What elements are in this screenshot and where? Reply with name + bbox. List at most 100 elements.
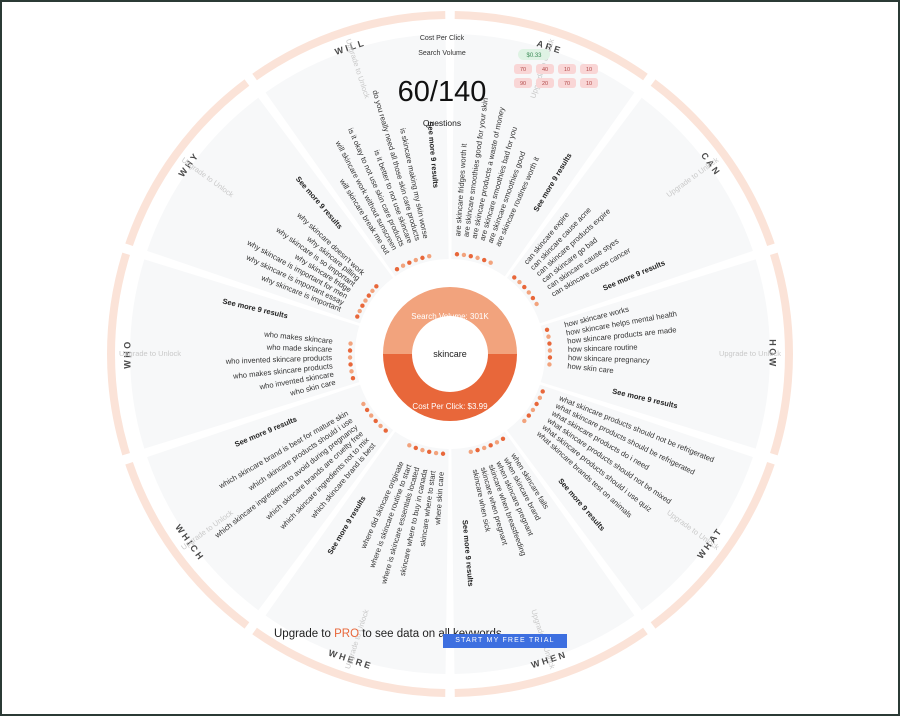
question-how-4[interactable]: how skincare pregnancy	[568, 353, 650, 365]
question-dot	[522, 284, 527, 290]
center-keyword: skincare	[433, 349, 467, 359]
segment-wedge-can	[506, 97, 753, 324]
segment-ring-who	[107, 252, 130, 456]
segment-ring-will	[252, 11, 446, 81]
question-dot	[482, 257, 487, 263]
question-dot	[366, 293, 372, 298]
cpc-chip	[518, 49, 550, 60]
question-how-3[interactable]: how skincare routine	[568, 342, 638, 353]
sv-chip-value: 10	[586, 67, 592, 73]
sv-chip	[536, 78, 554, 88]
sv-chip-value: 20	[542, 81, 548, 87]
sv-chip	[580, 64, 598, 74]
question-dot	[512, 275, 517, 280]
question-dot	[433, 450, 439, 456]
question-dot	[427, 449, 432, 455]
legend-cost-per-click: Cost Per Click	[419, 35, 465, 42]
question-dot	[363, 298, 368, 303]
question-dot	[440, 451, 446, 456]
question-dot	[357, 308, 362, 314]
center-hole	[413, 317, 487, 391]
segment-ring-why	[125, 79, 250, 247]
question-dot	[413, 257, 418, 263]
question-dot	[361, 401, 366, 407]
question-dot	[378, 423, 383, 429]
question-dot	[348, 341, 353, 346]
segment-ring-which	[125, 461, 250, 629]
segment-ring-are	[454, 11, 648, 81]
question-dot	[383, 428, 388, 433]
sv-chip-value: 40	[542, 67, 548, 73]
question-dot	[526, 290, 532, 295]
question-dot	[500, 436, 506, 442]
cpc-chip-value: $0.33	[526, 53, 542, 59]
question-dot	[534, 401, 539, 407]
question-dot	[534, 301, 539, 307]
question-dot	[468, 449, 473, 455]
sv-chip-value: 10	[564, 67, 570, 73]
upgrade-to-unlock-who[interactable]: Upgrade to Unlock	[119, 349, 181, 358]
segment-wedge-what	[506, 384, 753, 611]
question-dot	[475, 447, 480, 453]
sv-chip-value: 70	[564, 81, 570, 87]
legend-search-volume: Search Volume	[418, 50, 466, 57]
question-dot	[461, 252, 467, 258]
question-dot	[374, 284, 379, 289]
question-dot	[526, 413, 532, 418]
question-dot	[494, 440, 500, 445]
question-dot	[544, 327, 550, 333]
sv-chip-value: 10	[586, 81, 592, 87]
sv-chip	[580, 78, 598, 88]
question-count: 60/140	[397, 76, 487, 108]
search-volume-arc	[383, 287, 517, 354]
sv-chip	[514, 78, 532, 88]
segment-wedge-which	[147, 384, 394, 611]
question-dot	[468, 253, 473, 259]
question-who-3[interactable]: who invented skincare products	[225, 353, 333, 366]
pro-link[interactable]: PRO	[334, 628, 360, 640]
segment-ring-what	[650, 461, 775, 629]
question-dot	[427, 253, 432, 259]
question-dot	[347, 348, 353, 353]
segment-wedge-when	[451, 431, 635, 674]
question-dot	[488, 443, 493, 448]
sv-chip-value: 90	[520, 81, 526, 87]
question-dot	[349, 369, 354, 374]
question-dot	[413, 445, 418, 451]
cost-per-click-arc	[383, 354, 517, 421]
question-dot	[547, 362, 552, 367]
question-dot	[360, 303, 365, 308]
start-free-trial-button[interactable]: START MY FREE TRIAL	[443, 634, 567, 648]
question-dot	[347, 355, 353, 360]
question-dot	[517, 279, 522, 285]
question-dot	[407, 443, 412, 448]
question-dot	[370, 288, 375, 294]
segment-wedge-where	[265, 431, 449, 674]
question-who-4[interactable]: who made skincare	[266, 343, 333, 354]
segment-wedge-who	[129, 259, 360, 449]
question-dot	[475, 255, 480, 261]
sv-chip	[514, 64, 532, 74]
center-cost-per-click: Cost Per Click: $3.99	[412, 402, 488, 411]
segment-wedge-why	[147, 97, 394, 324]
question-dot	[530, 407, 536, 413]
question-dot	[547, 348, 553, 353]
question-dot	[454, 252, 460, 257]
question-dot	[373, 418, 378, 424]
question-dot	[546, 334, 551, 339]
question-dot	[368, 413, 374, 418]
question-where-0[interactable]: where skin care	[433, 471, 446, 526]
segment-ring-when	[454, 627, 648, 697]
segment-ring-can	[650, 79, 775, 247]
segment-ring-how	[770, 252, 793, 456]
question-dot	[364, 407, 370, 413]
segment-label-who: WHO	[122, 339, 132, 369]
question-dot	[350, 375, 356, 381]
segment-wedge-will	[265, 34, 449, 277]
upgrade-to-unlock-how[interactable]: Upgrade to Unlock	[719, 349, 781, 358]
question-dot	[547, 341, 552, 346]
segment-label-how: HOW	[768, 339, 778, 369]
question-dot	[530, 295, 536, 301]
question-dot	[547, 355, 553, 360]
